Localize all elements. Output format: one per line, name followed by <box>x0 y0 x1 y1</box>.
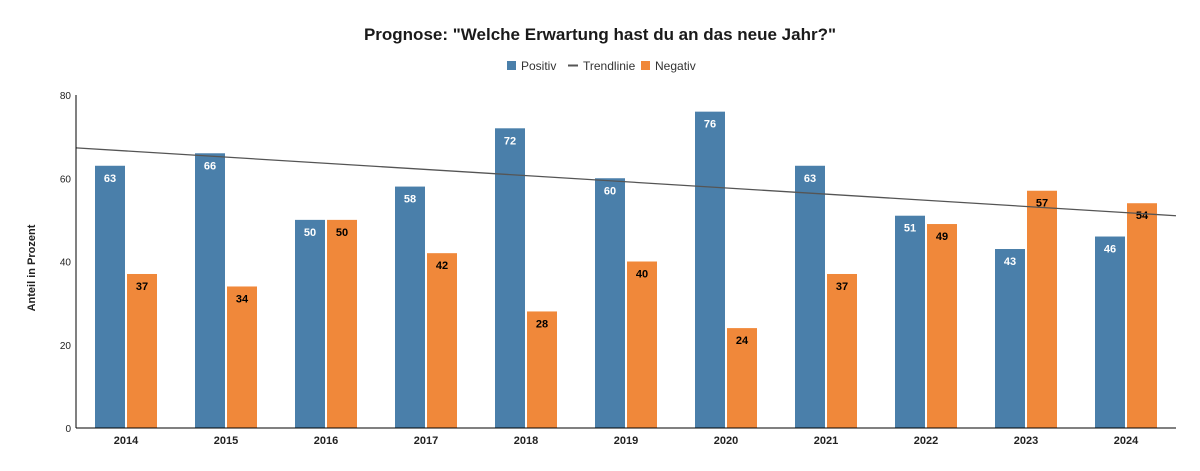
bar-positiv-2018 <box>495 128 525 429</box>
data-label-negativ-2015: 34 <box>236 293 249 305</box>
y-tick-label: 20 <box>60 341 72 352</box>
bar-positiv-2017 <box>395 186 425 428</box>
data-label-negativ-2019: 40 <box>636 269 648 281</box>
trendline <box>75 147 1177 217</box>
data-label-positiv-2019: 60 <box>604 185 616 197</box>
data-label-positiv-2016: 50 <box>304 227 316 239</box>
y-tick-label: 40 <box>60 258 72 269</box>
x-tick-label: 2018 <box>514 435 538 447</box>
bar-positiv-2023 <box>995 249 1025 428</box>
data-label-positiv-2024: 46 <box>1104 244 1116 256</box>
legend-positiv-label: Positiv <box>521 59 556 73</box>
data-label-negativ-2021: 37 <box>836 281 848 293</box>
x-tick-label: 2020 <box>714 435 738 447</box>
legend-trendlinie-label: Trendlinie <box>583 59 636 73</box>
x-tick-label: 2019 <box>614 435 638 447</box>
y-tick-label: 80 <box>60 91 72 102</box>
data-label-negativ-2014: 37 <box>136 281 148 293</box>
data-label-negativ-2017: 42 <box>436 260 448 272</box>
bar-negativ-2017 <box>427 253 457 428</box>
x-tick-label: 2024 <box>1114 435 1139 447</box>
y-axis-ticks: 0 20 40 60 80 <box>60 91 72 435</box>
legend-negativ-swatch <box>641 61 650 70</box>
x-tick-label: 2021 <box>814 435 838 447</box>
data-label-positiv-2021: 63 <box>804 173 816 185</box>
x-tick-label: 2015 <box>214 435 238 447</box>
x-axis-ticks: 2014 2015 2016 2017 2018 2019 2020 2021 2022 2023… <box>114 435 1139 447</box>
data-label-positiv-2023: 43 <box>1004 256 1016 268</box>
y-tick-label: 60 <box>60 174 72 185</box>
bar-negativ-2022 <box>927 224 957 428</box>
legend: Positiv Trendlinie Negativ <box>507 59 696 73</box>
bar-negativ-2020 <box>727 328 757 428</box>
bar-positiv-2019 <box>595 178 625 428</box>
data-label-negativ-2024: 54 <box>1136 210 1149 222</box>
bar-positiv-2021 <box>795 165 825 428</box>
axes <box>75 95 1176 429</box>
bar-negativ-2018 <box>527 311 557 428</box>
bar-positiv-2016 <box>295 219 325 428</box>
data-label-negativ-2018: 28 <box>536 318 548 330</box>
bar-positiv-2014 <box>95 165 125 428</box>
data-label-negativ-2022: 49 <box>936 231 948 243</box>
bar-negativ-2021 <box>827 273 857 428</box>
bar-negativ-2015 <box>227 286 257 428</box>
data-label-negativ-2016: 50 <box>336 227 348 239</box>
data-label-positiv-2014: 63 <box>104 173 116 185</box>
data-label-positiv-2022: 51 <box>904 223 916 235</box>
legend-positiv-swatch <box>507 61 516 70</box>
bars <box>95 111 1157 429</box>
bar-positiv-2022 <box>895 215 925 428</box>
bar-negativ-2019 <box>627 261 657 428</box>
bar-negativ-2014 <box>127 273 157 428</box>
bar-negativ-2023 <box>1027 190 1057 428</box>
data-label-positiv-2017: 58 <box>404 194 416 206</box>
trendline-group <box>75 147 1177 217</box>
data-label-positiv-2020: 76 <box>704 119 716 131</box>
x-tick-label: 2017 <box>414 435 438 447</box>
bar-positiv-2024 <box>1095 236 1125 428</box>
data-label-negativ-2020: 24 <box>736 335 749 347</box>
data-label-positiv-2018: 72 <box>504 135 516 147</box>
legend-negativ-label: Negativ <box>655 59 696 73</box>
y-axis-title: Anteil in Prozent <box>26 224 38 311</box>
bar-negativ-2016 <box>327 219 357 428</box>
data-label-positiv-2015: 66 <box>204 160 216 172</box>
x-tick-label: 2023 <box>1014 435 1038 447</box>
x-tick-label: 2016 <box>314 435 338 447</box>
chart-title: Prognose: "Welche Erwartung hast du an d… <box>364 25 836 44</box>
bar-negativ-2024 <box>1127 203 1157 428</box>
x-tick-label: 2022 <box>914 435 938 447</box>
x-tick-label: 2014 <box>114 435 139 447</box>
bar-positiv-2020 <box>695 111 725 429</box>
bar-positiv-2015 <box>195 153 225 428</box>
y-tick-label: 0 <box>65 424 71 435</box>
